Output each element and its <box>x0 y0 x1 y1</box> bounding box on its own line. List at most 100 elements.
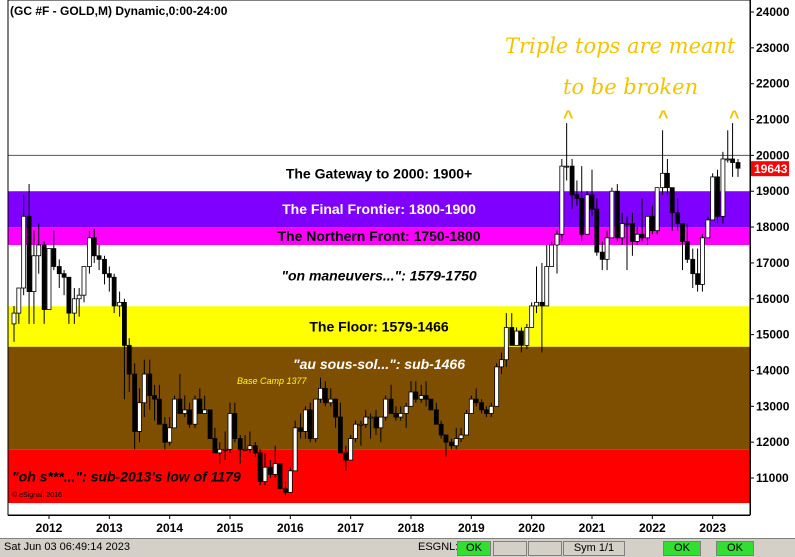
caret-marker-2020: ^ <box>563 107 574 127</box>
esgnl-status-ok[interactable]: OK <box>457 541 491 556</box>
annotations: Triple tops are meant to be broken ^ ^ ^… <box>12 34 740 499</box>
candle-body-48 <box>252 445 258 454</box>
candle-body-16 <box>91 237 97 257</box>
candle-body-123 <box>630 223 635 242</box>
candle-body-134 <box>684 241 690 260</box>
candle-body-90 <box>464 413 469 436</box>
candle-body-113 <box>579 197 585 235</box>
candle-body-97 <box>499 359 504 368</box>
candle-body-80 <box>413 391 419 400</box>
candle-body-45 <box>237 438 243 450</box>
candle-body-56 <box>292 427 298 472</box>
price-band-3 <box>8 245 750 307</box>
candle-body-125 <box>639 233 645 239</box>
x-axis-panel <box>0 516 795 538</box>
candle-body-47 <box>247 445 253 450</box>
candle-body-68 <box>353 423 358 439</box>
candle-body-49 <box>257 452 263 482</box>
candle-body-120 <box>614 190 620 239</box>
candle-body-66 <box>343 452 349 461</box>
candle-body-36 <box>192 398 198 425</box>
caret-marker-2022: ^ <box>658 107 669 127</box>
y-tick-label-0: 11000 <box>756 471 789 485</box>
candle-body-5 <box>36 244 42 257</box>
y-tick-label-9: 20000 <box>756 148 790 162</box>
candle-body-106 <box>544 266 550 307</box>
price-band-6 <box>8 449 750 504</box>
candle-body-141 <box>720 158 726 217</box>
candle-body-89 <box>458 434 464 439</box>
candle-body-14 <box>81 266 87 296</box>
x-tick-label-4: 2016 <box>277 521 304 535</box>
y-axis-panel <box>751 0 795 515</box>
candle-body-64 <box>333 398 338 418</box>
y-tick-label-13: 24000 <box>756 5 790 19</box>
symbol-counter[interactable]: Sym 1/1 <box>563 541 625 556</box>
x-tick-label-11: 2023 <box>699 521 726 535</box>
candle-body-78 <box>403 405 409 414</box>
x-tick-label-5: 2017 <box>337 521 364 535</box>
x-tick-label-1: 2013 <box>96 521 123 535</box>
candle-body-24 <box>132 373 138 432</box>
x-tick-label-3: 2015 <box>217 521 244 535</box>
status-bar: Sat Jun 03 06:49:14 2023 ESGNL: OK Sym 1… <box>0 538 795 557</box>
candle-body-92 <box>473 398 479 404</box>
candle-body-105 <box>539 301 545 307</box>
candle-body-77 <box>398 413 404 418</box>
candle-body-72 <box>373 416 379 429</box>
feed-status-ok[interactable]: OK <box>663 541 701 556</box>
candle-body-104 <box>534 301 539 307</box>
candle-body-39 <box>207 409 213 439</box>
candle-body-81 <box>418 395 424 400</box>
candle-body-128 <box>654 187 660 232</box>
candle-body-63 <box>328 398 334 404</box>
gold-monthly-chart[interactable]: The Gateway to 2000: 1900+ The Final Fron… <box>0 0 795 538</box>
y-tick-label-10: 21000 <box>756 113 790 127</box>
candle-body-139 <box>710 176 716 221</box>
copyright-label: © eSignal, 2016 <box>12 491 62 499</box>
candle-body-4 <box>31 255 37 292</box>
y-tick-label-4: 15000 <box>756 328 790 342</box>
candle-body-31 <box>167 427 173 443</box>
base-camp-label: Base Camp 1377 <box>237 376 308 386</box>
band-label-4: The Floor: 1579-1466 <box>309 319 448 335</box>
candle-body-70 <box>363 416 369 425</box>
candle-body-101 <box>519 330 524 346</box>
y-tick-label-11: 22000 <box>756 77 790 91</box>
candle-body-53 <box>277 463 283 490</box>
candle-body-107 <box>549 244 554 267</box>
candle-body-73 <box>378 416 384 429</box>
candle-body-11 <box>66 276 72 314</box>
candle-body-137 <box>700 237 705 285</box>
candle-body-1 <box>16 287 22 314</box>
candle-body-112 <box>574 194 580 199</box>
candle-body-93 <box>479 402 484 411</box>
x-tick-label-7: 2019 <box>458 521 485 535</box>
candle-body-121 <box>619 223 625 239</box>
candle-body-84 <box>433 409 439 425</box>
candle-body-59 <box>307 409 313 439</box>
candle-body-19 <box>106 273 112 278</box>
server-status-ok[interactable]: OK <box>716 541 754 556</box>
candle-body-116 <box>594 208 600 253</box>
last-price-box <box>751 161 789 177</box>
band-label-6: "oh s***...": sub-2013's low of 1179 <box>12 469 241 485</box>
candle-body-111 <box>569 165 575 196</box>
candle-body-10 <box>61 273 67 278</box>
price-band-4 <box>8 306 750 347</box>
candle-body-140 <box>715 176 720 217</box>
x-tick-label-6: 2018 <box>398 521 425 535</box>
candle-body-119 <box>609 190 615 239</box>
candle-body-20 <box>111 276 117 307</box>
candle-body-76 <box>393 413 399 418</box>
candle-body-6 <box>41 244 47 310</box>
candle-body-86 <box>443 434 449 443</box>
band-label-3: "on maneuvers...": 1579-1750 <box>281 268 477 284</box>
price-band-0 <box>8 155 750 192</box>
candle-body-18 <box>102 258 107 275</box>
candle-body-57 <box>298 427 303 432</box>
candle-body-22 <box>122 301 127 346</box>
candle-body-144 <box>735 162 741 169</box>
candle-body-35 <box>187 409 192 425</box>
